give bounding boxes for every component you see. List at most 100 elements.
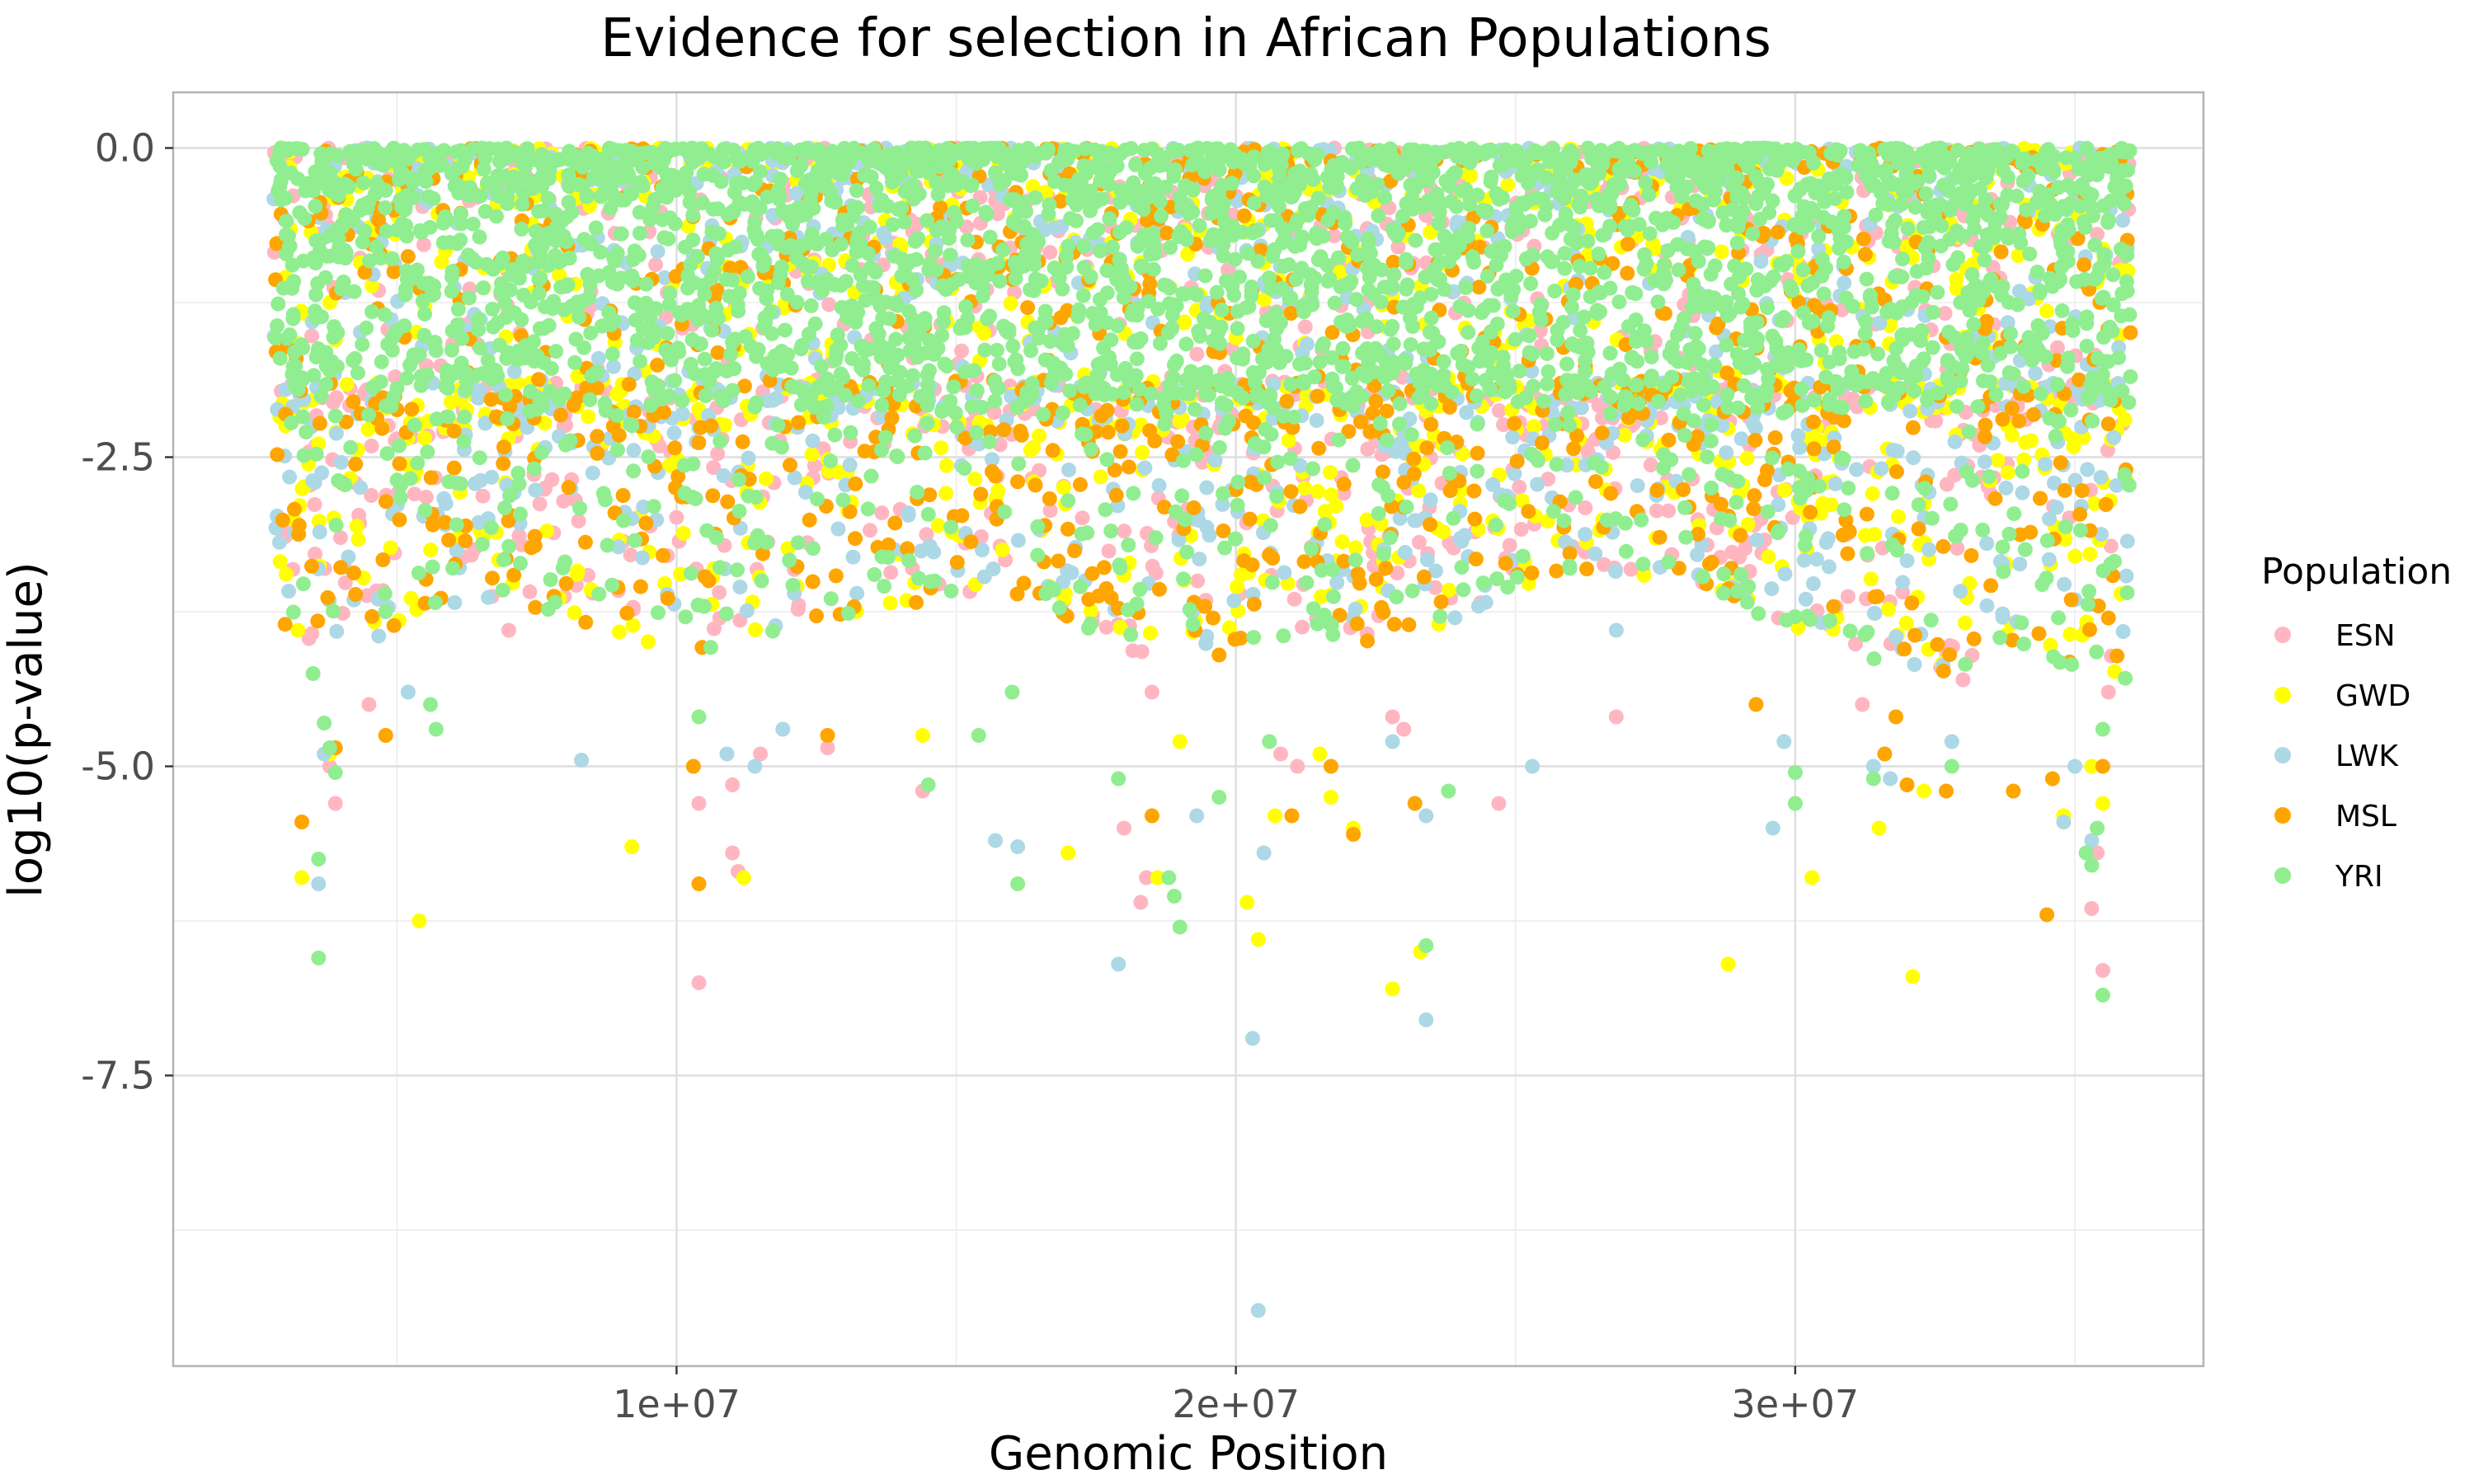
outlier-point: [1189, 808, 1205, 824]
data-point: [887, 248, 902, 264]
data-point: [421, 161, 437, 176]
data-point: [318, 377, 334, 392]
data-point: [2018, 434, 2033, 450]
outlier-point: [1883, 771, 1898, 787]
data-point: [638, 515, 654, 531]
data-point: [1957, 615, 1973, 631]
data-point: [416, 237, 431, 252]
data-point: [967, 472, 983, 487]
data-point: [1649, 482, 1665, 498]
data-point: [1230, 579, 1245, 594]
data-point: [739, 603, 755, 618]
data-point: [1060, 521, 1075, 537]
data-point: [1165, 370, 1181, 386]
data-point: [1137, 460, 1153, 476]
data-point: [463, 547, 479, 563]
data-point: [1401, 617, 1417, 632]
data-point: [2057, 482, 2072, 498]
data-point: [1859, 271, 1874, 287]
data-point: [1895, 575, 1911, 590]
data-point: [1143, 625, 1158, 641]
data-point: [1524, 566, 1540, 580]
data-point: [1491, 403, 1507, 419]
data-point: [1257, 292, 1272, 308]
data-point: [1594, 425, 1610, 441]
data-point: [1186, 500, 1202, 515]
data-point: [1909, 264, 1925, 279]
outlier-point: [1899, 777, 1915, 792]
data-point: [1761, 549, 1776, 565]
data-point: [1296, 554, 1312, 570]
data-point: [706, 621, 722, 636]
outlier-point: [1877, 746, 1893, 762]
data-point: [1714, 244, 1729, 260]
data-point: [1564, 299, 1579, 315]
data-point: [311, 514, 327, 529]
data-point: [386, 618, 402, 633]
data-point: [1326, 228, 1342, 243]
data-point: [635, 550, 650, 566]
data-point: [1649, 503, 1664, 519]
data-point: [1504, 224, 1520, 239]
data-point: [963, 534, 979, 550]
data-point: [1329, 575, 1345, 590]
data-point: [985, 561, 1001, 576]
data-point: [716, 467, 731, 483]
data-point: [2100, 416, 2116, 432]
data-point: [1324, 487, 1339, 503]
outlier-point: [736, 870, 751, 885]
data-point: [1192, 552, 1207, 567]
outlier-point: [691, 796, 707, 811]
data-point: [1979, 536, 1995, 552]
data-point: [392, 456, 407, 472]
data-point: [1935, 663, 1951, 679]
data-point: [1894, 269, 1910, 284]
data-point: [1866, 605, 1882, 621]
outlier-point: [294, 870, 309, 885]
data-point: [365, 304, 379, 320]
data-point: [1025, 179, 1041, 195]
data-point: [1857, 247, 1873, 262]
data-point: [290, 622, 306, 638]
data-point: [1442, 535, 1457, 551]
data-point: [1295, 619, 1310, 635]
data-point: [281, 584, 296, 599]
data-point: [1072, 477, 1088, 492]
data-point: [934, 440, 949, 456]
data-point: [1880, 601, 1896, 617]
data-point: [307, 497, 322, 512]
data-point: [1942, 647, 1958, 663]
data-point: [365, 278, 379, 294]
outlier-point: [2067, 758, 2082, 774]
data-point: [1114, 418, 1130, 434]
data-point: [1790, 243, 1806, 259]
outlier-point: [1324, 790, 1338, 805]
data-point: [436, 491, 452, 506]
data-point: [1733, 431, 1749, 447]
data-point: [2109, 648, 2125, 664]
data-point: [1733, 299, 1748, 315]
data-point: [2038, 349, 2053, 364]
data-point: [2098, 497, 2114, 512]
data-point: [1310, 484, 1325, 500]
data-point: [320, 589, 336, 605]
data-point: [1907, 627, 1922, 643]
data-point: [275, 512, 290, 528]
data-point: [1539, 345, 1554, 361]
data-point: [828, 568, 844, 584]
data-point: [1207, 453, 1223, 468]
data-point: [1233, 631, 1249, 646]
data-point: [1042, 245, 1058, 261]
data-point: [964, 399, 980, 414]
data-point: [1747, 432, 1763, 448]
data-point: [590, 429, 605, 444]
data-point: [791, 415, 807, 430]
outlier-point: [1346, 827, 1362, 842]
data-point: [1147, 433, 1163, 448]
data-point: [1098, 619, 1114, 635]
data-point: [1776, 482, 1792, 498]
data-point: [1979, 598, 1995, 613]
data-point: [1297, 319, 1313, 335]
data-point: [2028, 365, 2044, 381]
data-point: [1279, 393, 1295, 409]
